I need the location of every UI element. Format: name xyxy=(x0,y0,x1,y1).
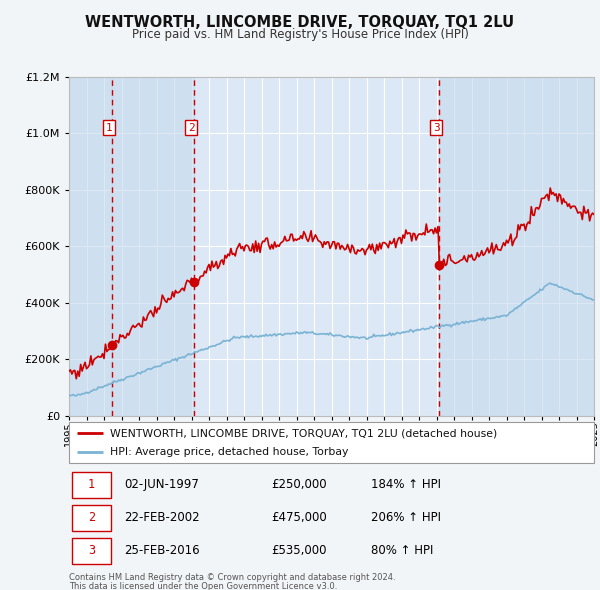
Text: 1: 1 xyxy=(88,478,95,491)
Text: WENTWORTH, LINCOMBE DRIVE, TORQUAY, TQ1 2LU (detached house): WENTWORTH, LINCOMBE DRIVE, TORQUAY, TQ1 … xyxy=(110,428,497,438)
Bar xyxy=(71,505,111,530)
Text: 206% ↑ HPI: 206% ↑ HPI xyxy=(371,511,441,525)
Text: 1: 1 xyxy=(106,123,112,133)
Text: 2: 2 xyxy=(188,123,194,133)
Text: HPI: Average price, detached house, Torbay: HPI: Average price, detached house, Torb… xyxy=(110,447,349,457)
Text: WENTWORTH, LINCOMBE DRIVE, TORQUAY, TQ1 2LU: WENTWORTH, LINCOMBE DRIVE, TORQUAY, TQ1 … xyxy=(85,15,515,30)
Text: Contains HM Land Registry data © Crown copyright and database right 2024.: Contains HM Land Registry data © Crown c… xyxy=(69,573,395,582)
Bar xyxy=(71,472,111,497)
Text: 184% ↑ HPI: 184% ↑ HPI xyxy=(371,478,441,491)
Text: 80% ↑ HPI: 80% ↑ HPI xyxy=(371,544,433,558)
Text: 22-FEB-2002: 22-FEB-2002 xyxy=(124,511,200,525)
Text: £535,000: £535,000 xyxy=(271,544,326,558)
Text: Price paid vs. HM Land Registry's House Price Index (HPI): Price paid vs. HM Land Registry's House … xyxy=(131,28,469,41)
Bar xyxy=(71,538,111,563)
Bar xyxy=(439,77,594,416)
Bar xyxy=(69,77,112,416)
Text: 3: 3 xyxy=(433,123,440,133)
Text: £475,000: £475,000 xyxy=(271,511,327,525)
Text: 2: 2 xyxy=(88,511,95,525)
Bar xyxy=(112,77,194,416)
Text: This data is licensed under the Open Government Licence v3.0.: This data is licensed under the Open Gov… xyxy=(69,582,337,590)
Text: 3: 3 xyxy=(88,544,95,558)
Text: 25-FEB-2016: 25-FEB-2016 xyxy=(124,544,200,558)
Text: £250,000: £250,000 xyxy=(271,478,327,491)
Text: 02-JUN-1997: 02-JUN-1997 xyxy=(124,478,199,491)
